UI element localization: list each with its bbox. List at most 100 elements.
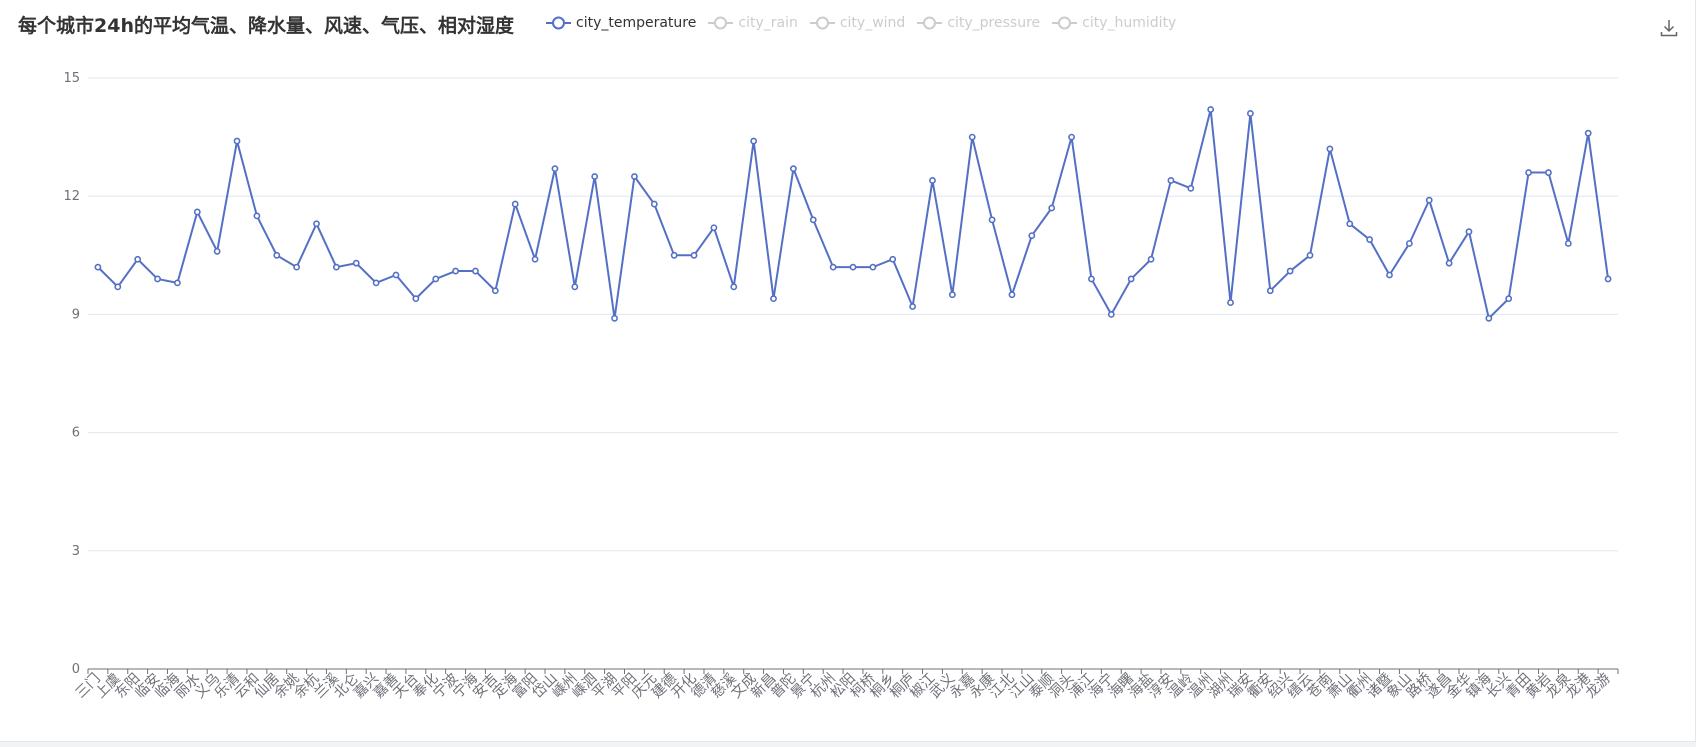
data-point (1286, 267, 1294, 275)
data-point (1584, 129, 1592, 137)
data-point (1326, 145, 1334, 153)
data-point (1127, 275, 1135, 283)
data-point (829, 263, 837, 271)
legend-item-city-wind[interactable]: city_wind (809, 15, 905, 31)
data-point (1525, 169, 1532, 176)
data-point (730, 283, 738, 291)
legend-label: city_rain (738, 15, 798, 31)
data-point (591, 173, 599, 180)
data-point (1048, 204, 1056, 212)
x-tick-label: 龙游 (1583, 671, 1614, 702)
data-point (114, 283, 122, 291)
data-point (1405, 240, 1413, 247)
legend-item-city-pressure[interactable]: city_pressure (917, 15, 1040, 31)
series-line-city-temperature (97, 108, 1610, 320)
legend: city_temperature city_rain city_wind city_p… (546, 12, 1188, 34)
data-point (1167, 177, 1175, 184)
data-point (511, 200, 519, 208)
data-point (650, 200, 658, 208)
data-point (869, 263, 877, 271)
data-point (293, 263, 301, 271)
data-point (392, 271, 400, 279)
legend-line-circle-icon (917, 16, 943, 30)
data-point (1187, 184, 1195, 192)
y-tick-label: 0 (72, 662, 80, 677)
data-point (154, 275, 161, 283)
data-point (94, 263, 102, 271)
data-point (372, 279, 380, 287)
data-point (948, 291, 956, 299)
legend-item-city-humidity[interactable]: city_humidity (1052, 15, 1176, 31)
data-point (1266, 287, 1274, 295)
data-point (1147, 255, 1155, 263)
data-point (134, 255, 142, 263)
data-point (889, 255, 897, 263)
data-point (1505, 295, 1513, 303)
data-point (750, 137, 758, 145)
data-point (531, 255, 539, 263)
legend-line-circle-icon (708, 16, 734, 30)
legend-label: city_humidity (1082, 15, 1177, 31)
data-point (1485, 314, 1493, 322)
data-point (1346, 220, 1354, 228)
legend-line-circle-icon (1052, 16, 1078, 30)
data-point (551, 165, 559, 173)
data-point (1028, 232, 1036, 239)
data-point (809, 216, 817, 224)
data-point (631, 173, 638, 180)
chart-title: 每个城市24h的平均气温、降水量、风速、气压、相对湿度 (18, 15, 514, 37)
data-point (452, 267, 459, 275)
data-point (1425, 196, 1433, 204)
data-point (213, 247, 221, 255)
data-point (313, 220, 320, 228)
data-point (1465, 228, 1473, 236)
data-point (1564, 240, 1572, 247)
legend-line-circle-icon (546, 16, 571, 30)
data-point (332, 263, 340, 271)
y-tick-label: 3 (72, 544, 80, 559)
data-point (432, 275, 440, 283)
legend-item-city-temperature[interactable]: city_temperature (546, 15, 696, 31)
data-point (1088, 275, 1095, 283)
data-point (1604, 275, 1612, 283)
legend-line-circle-icon (809, 16, 835, 30)
data-point (1386, 271, 1393, 279)
data-point (1107, 310, 1115, 318)
data-point (571, 283, 579, 291)
legend-label: city_pressure (947, 15, 1041, 31)
data-point (193, 208, 201, 216)
y-tick-label: 15 (63, 71, 80, 86)
data-point (1207, 106, 1215, 113)
data-point (929, 177, 936, 184)
data-point (253, 212, 261, 220)
data-point (770, 295, 777, 303)
data-point (1306, 251, 1314, 259)
data-point (1068, 133, 1075, 141)
data-point (909, 303, 917, 310)
data-point (352, 259, 360, 267)
y-tick-label: 6 (72, 426, 80, 441)
data-point (849, 263, 857, 271)
data-point (491, 287, 499, 295)
data-point (174, 279, 181, 287)
legend-label: city_temperature (576, 15, 697, 31)
data-point (472, 267, 479, 275)
y-tick-label: 9 (72, 307, 80, 322)
data-point (1227, 299, 1234, 306)
legend-item-city-rain[interactable]: city_rain (708, 15, 798, 31)
data-point (273, 251, 281, 259)
data-point (1545, 169, 1552, 176)
data-point (1247, 110, 1254, 117)
data-point (789, 165, 797, 173)
data-point (710, 224, 718, 232)
download-icon[interactable] (1659, 18, 1679, 38)
data-point (670, 251, 678, 259)
data-point (1008, 291, 1016, 299)
data-point (690, 251, 698, 259)
data-point (412, 295, 420, 303)
data-point (988, 216, 996, 224)
data-point (233, 137, 241, 145)
data-point (968, 133, 976, 141)
